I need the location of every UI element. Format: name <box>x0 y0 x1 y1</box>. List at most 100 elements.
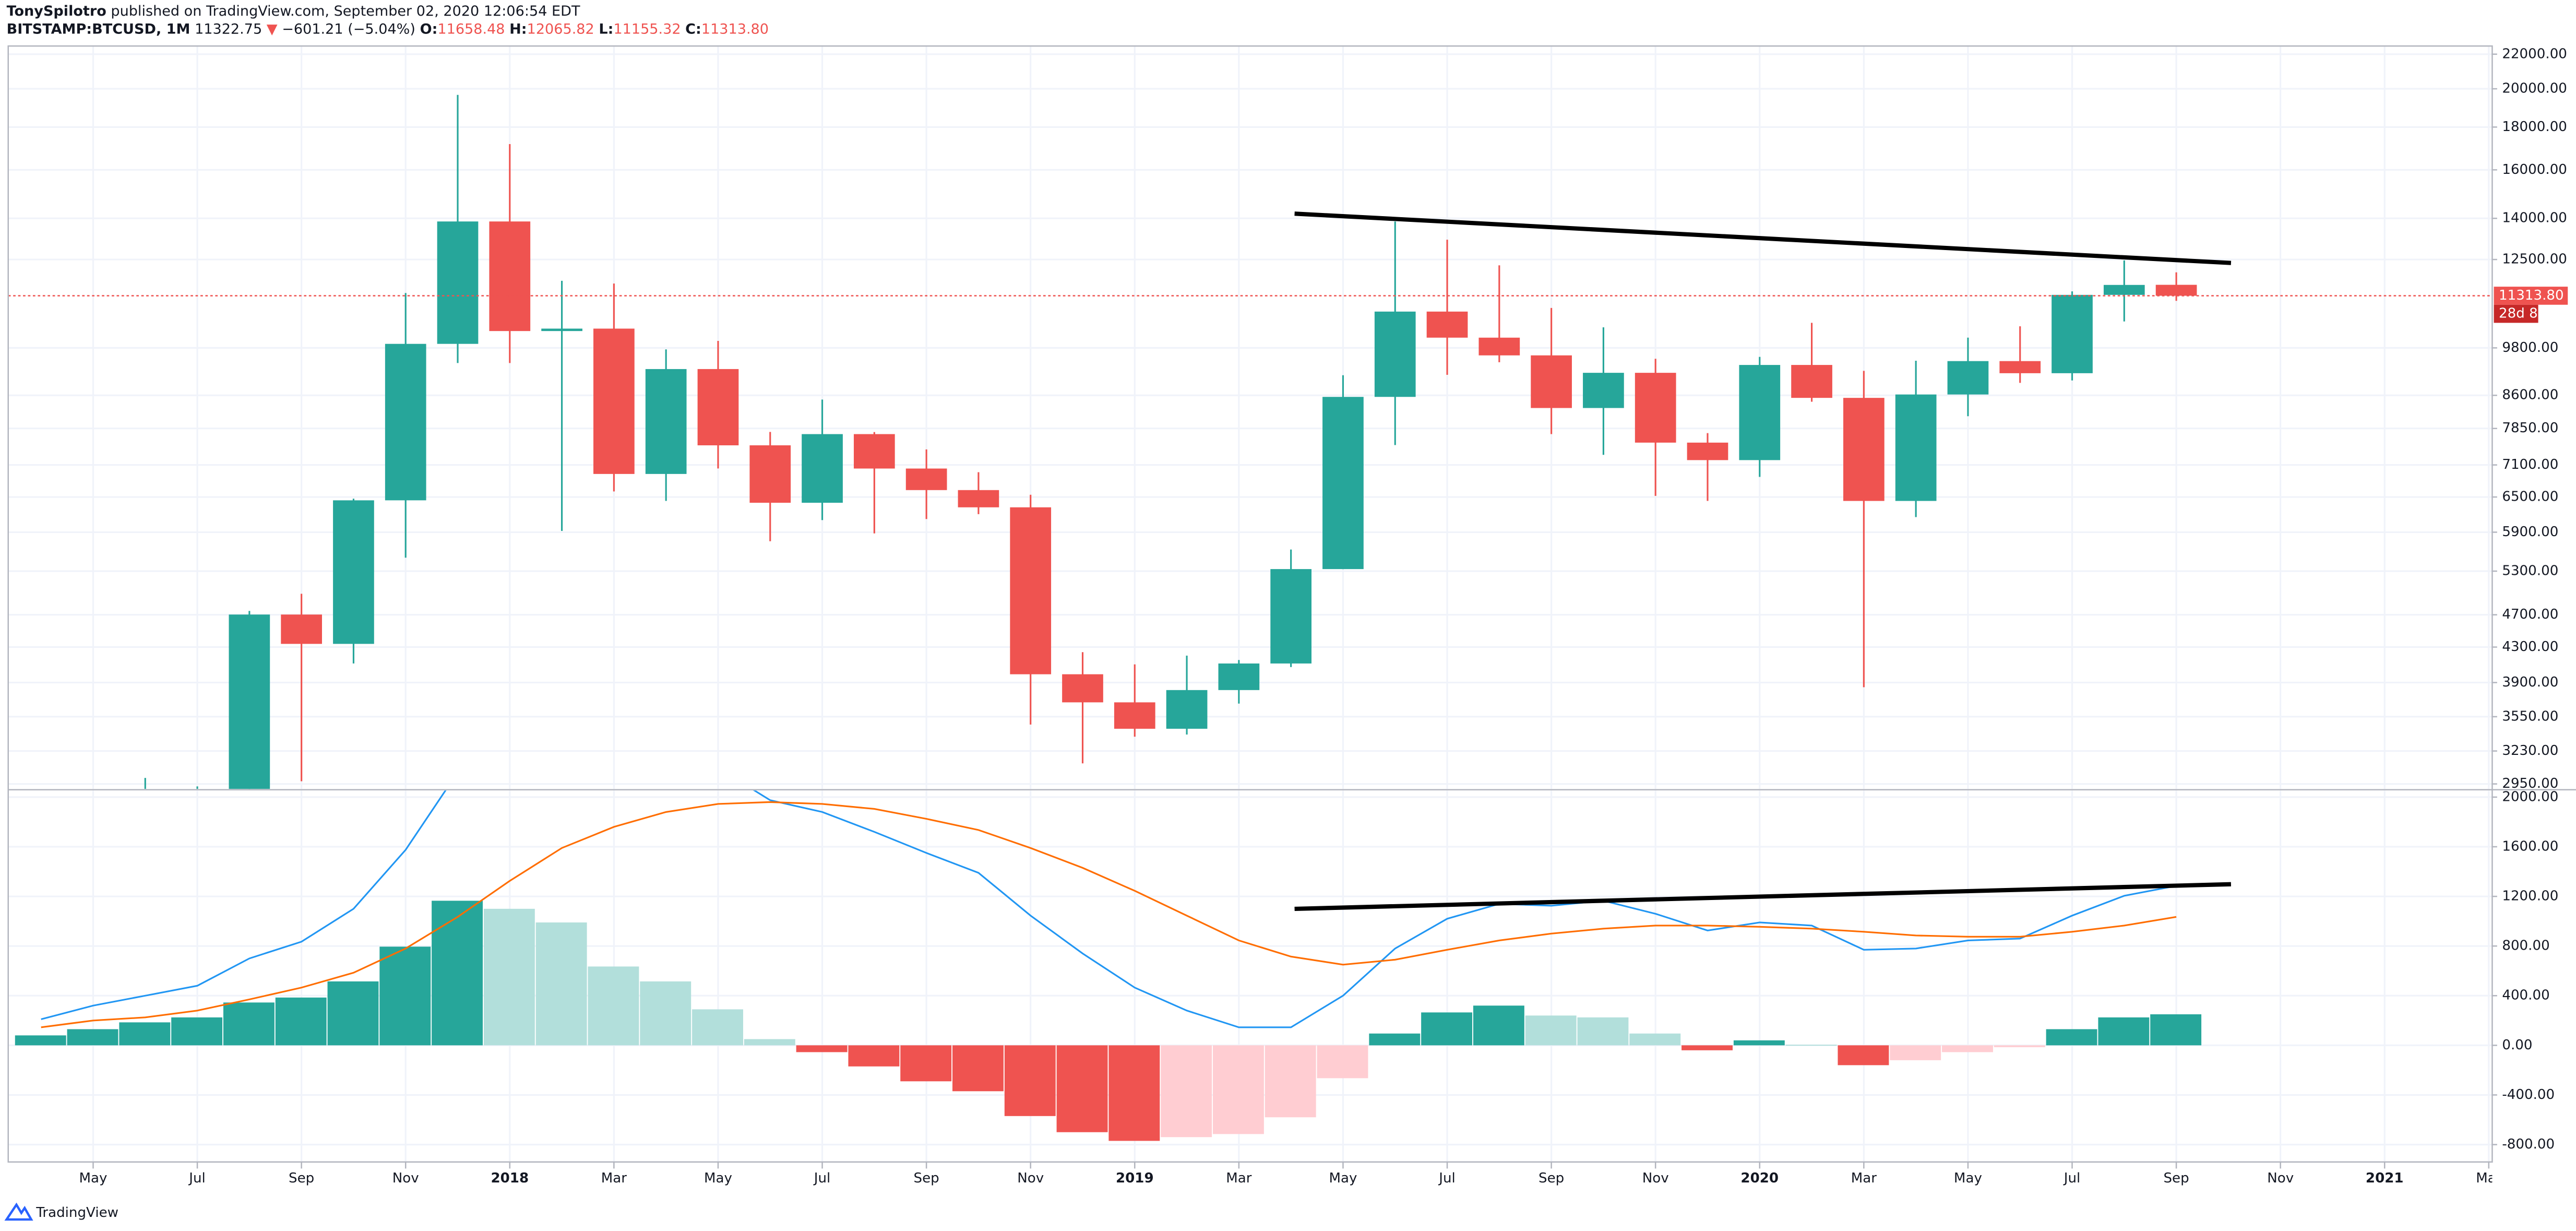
x-tick-label: Jul <box>188 1170 206 1186</box>
histogram-bar <box>67 1029 118 1046</box>
histogram-bar <box>1369 1033 1421 1046</box>
histogram-bar <box>223 1002 275 1046</box>
histogram-bar <box>327 981 379 1046</box>
y-tick-label: 8600.00 <box>2502 387 2558 403</box>
histogram-bar <box>2098 1017 2150 1046</box>
histogram-bar <box>1785 1045 1837 1046</box>
candle-body <box>1114 702 1155 729</box>
histogram-bar <box>1890 1045 1941 1060</box>
countdown-tag <box>2494 304 2538 323</box>
x-axis: May Jul Sep Nov 2018 Mar May Jul Sep Nov 2019 Mar Ma… <box>79 1162 2502 1186</box>
candle-body <box>1478 337 1520 356</box>
histogram-bar <box>119 1022 171 1046</box>
candle-body <box>749 445 791 503</box>
x-tick-label: Jul <box>2063 1170 2081 1186</box>
x-tick-label: Nov <box>2267 1170 2294 1186</box>
y-tick-label: 14000.00 <box>2502 210 2567 226</box>
y-tick-label: 5900.00 <box>2502 524 2558 540</box>
last-price: 11322.75 <box>195 21 262 37</box>
x-tick-label: Sep <box>289 1170 314 1186</box>
candle-body <box>1687 442 1728 460</box>
histogram-bar <box>1994 1045 2045 1047</box>
x-tick-label: Nov <box>1017 1170 1044 1186</box>
histogram-bar <box>1838 1045 1889 1066</box>
y-tick-label: 5300.00 <box>2502 563 2558 579</box>
low: 11155.32 <box>613 21 681 37</box>
y-tick-label: 800.00 <box>2502 938 2549 954</box>
y-tick-label: 3550.00 <box>2502 708 2558 724</box>
histogram-bar <box>483 908 535 1046</box>
trend-line <box>1294 211 2232 265</box>
y-tick-label: 4300.00 <box>2502 639 2558 655</box>
y-tick-label: 2000.00 <box>2502 789 2558 804</box>
candle-body <box>645 369 687 474</box>
histogram-bar <box>1317 1045 1368 1079</box>
logo: TradingView <box>4 1202 118 1221</box>
candle-body <box>1999 361 2041 373</box>
y-tick-label: 3230.00 <box>2502 743 2558 759</box>
histogram-bar <box>744 1039 795 1046</box>
high-label: H: <box>509 21 527 37</box>
histogram-bar <box>796 1045 848 1052</box>
x-tick-label: Mar <box>2476 1170 2502 1186</box>
candle-body <box>1322 397 1364 570</box>
price-pane <box>8 94 2492 789</box>
histogram-bar <box>1421 1012 1473 1046</box>
candle-body <box>1166 690 1208 729</box>
trend-line <box>1294 882 2232 912</box>
candle-body <box>905 468 947 490</box>
candle-body <box>593 328 635 474</box>
candle-body <box>333 500 374 644</box>
x-tick-label: Jul <box>813 1170 831 1186</box>
macd-pane <box>15 790 2202 1141</box>
candle-body <box>1635 373 1676 443</box>
open-label: O: <box>420 21 438 37</box>
author: TonySpilotro <box>7 3 106 19</box>
x-tick-label: Sep <box>2163 1170 2189 1186</box>
last-price-label: 11313.80 <box>2499 288 2564 303</box>
low-label: L: <box>599 21 613 37</box>
y-tick-label: 3900.00 <box>2502 674 2558 690</box>
x-tick-label: May <box>704 1170 732 1186</box>
histogram-bar <box>588 966 639 1046</box>
histogram-bar <box>900 1045 952 1082</box>
histogram-bar <box>848 1045 900 1067</box>
y-tick-label: 18000.00 <box>2502 119 2567 135</box>
candle-body <box>1010 507 1052 674</box>
histogram-bar <box>1161 1045 1212 1138</box>
y-tick-label: 9800.00 <box>2502 340 2558 356</box>
x-tick-label: Mar <box>1851 1170 1877 1186</box>
x-tick-label: 2021 <box>2366 1170 2404 1186</box>
y-tick-label: 0.00 <box>2502 1037 2532 1053</box>
histogram-bar <box>1942 1045 1993 1052</box>
countdown-label: 28d 8h <box>2499 306 2546 322</box>
candle-body <box>1426 311 1468 338</box>
change: −601.21 (−5.04%) <box>282 21 415 37</box>
candle-body <box>2103 285 2145 295</box>
y-tick-label: 1600.00 <box>2502 838 2558 854</box>
histogram-bar <box>379 946 431 1046</box>
candle-body <box>697 369 739 446</box>
histogram-bar <box>1681 1045 1733 1050</box>
histogram-bar <box>952 1045 1004 1092</box>
histogram-bar <box>1265 1045 1316 1118</box>
candle-body <box>1062 674 1103 703</box>
histogram-bar <box>2046 1029 2097 1046</box>
macd-line <box>41 801 2177 1028</box>
published: published on TradingView.com, September … <box>111 3 580 19</box>
histogram-bar <box>1056 1045 1108 1132</box>
histogram-bar <box>1004 1045 1056 1116</box>
y-tick-label: 2950.00 <box>2502 776 2558 791</box>
close-label: C: <box>685 21 701 37</box>
histogram-bar <box>171 1017 223 1046</box>
candle-body <box>2052 294 2093 373</box>
candle-body <box>958 490 999 507</box>
candle-body <box>229 614 270 789</box>
candle-body <box>1739 365 1781 460</box>
x-tick-label: 2018 <box>491 1170 529 1186</box>
histogram-bar <box>432 901 483 1046</box>
open: 11658.48 <box>437 21 505 37</box>
x-tick-label: 2020 <box>1740 1170 1779 1186</box>
candle-body <box>1270 569 1312 664</box>
